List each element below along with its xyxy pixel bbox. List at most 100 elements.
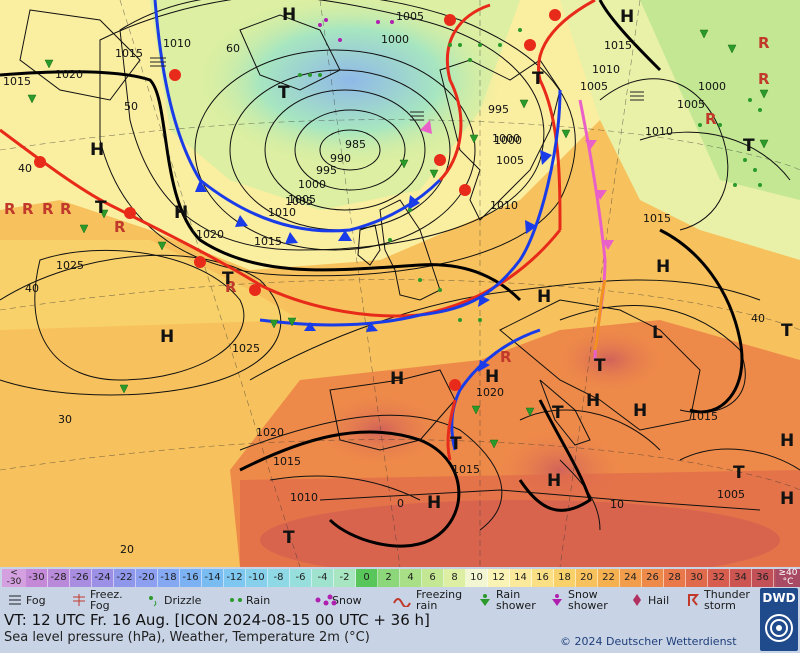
svg-text:R: R bbox=[114, 218, 126, 236]
temperature-scale-cell: -22 bbox=[114, 569, 136, 587]
isotherm-label: 40 bbox=[18, 162, 32, 175]
legend-label: Freez. Fog bbox=[90, 588, 123, 612]
isobar-label: 985 bbox=[345, 138, 366, 151]
drizzle-icon bbox=[146, 593, 160, 607]
pressure-center: T bbox=[450, 434, 462, 454]
pressure-center: H bbox=[633, 401, 647, 421]
map-description: Sea level pressure (hPa), Weather, Tempe… bbox=[4, 630, 370, 645]
temperature-scale-cell: -14 bbox=[202, 569, 224, 587]
pressure-center: H bbox=[547, 471, 561, 491]
isobar-label: 1020 bbox=[476, 386, 504, 399]
pressure-center: L bbox=[652, 323, 663, 343]
temperature-scale-cell: -18 bbox=[158, 569, 180, 587]
rain-icon bbox=[228, 593, 242, 607]
svg-text:R: R bbox=[4, 200, 16, 218]
temperature-scale-cell: 16 bbox=[532, 569, 554, 587]
temperature-scale-cell: -10 bbox=[246, 569, 268, 587]
isotherm-label: 60 bbox=[226, 42, 240, 55]
isobar-label: 1005 bbox=[717, 488, 745, 501]
isobar-label: 1015 bbox=[452, 463, 480, 476]
isobar-label: 1010 bbox=[290, 491, 318, 504]
pressure-center: H bbox=[427, 493, 441, 513]
isobar-label: 1005 bbox=[677, 98, 705, 111]
pressure-center: T bbox=[95, 198, 107, 218]
isotherm-label: 10 bbox=[610, 498, 624, 511]
pressure-center: H bbox=[485, 367, 499, 387]
isotherm-label: 0 bbox=[397, 497, 404, 510]
legend-item-rain: Rain bbox=[228, 589, 270, 611]
isobar-label: 1000 bbox=[381, 33, 409, 46]
isobar-label: 1025 bbox=[56, 259, 84, 272]
temperature-scale-cell: 10 bbox=[466, 569, 488, 587]
pressure-center: H bbox=[537, 287, 551, 307]
pressure-center: T bbox=[283, 528, 295, 548]
temperature-scale-cell: 2 bbox=[378, 569, 400, 587]
temperature-scale-cell: 36 bbox=[752, 569, 774, 587]
front-symbols bbox=[34, 9, 614, 391]
isobar-label: 1000 bbox=[698, 80, 726, 93]
pressure-center: T bbox=[222, 269, 234, 289]
legend-item-snow-shower: Snow shower bbox=[550, 589, 612, 611]
svg-text:R: R bbox=[758, 34, 770, 52]
temperature-scale-cell: -2 bbox=[334, 569, 356, 587]
temperature-scale-cell: -30 bbox=[26, 569, 48, 587]
dwd-logo: DWD bbox=[760, 588, 798, 651]
isobar-labels: 1015 1020 1015 1010 1005 1000 995 990 98… bbox=[3, 10, 745, 504]
isobar-label: 1010 bbox=[268, 206, 296, 219]
isobar-label: 1020 bbox=[55, 68, 83, 81]
pressure-center: H bbox=[780, 431, 794, 451]
legend-label: Snow shower bbox=[568, 588, 608, 612]
svg-text:R: R bbox=[22, 200, 34, 218]
isobar-label: 1005 bbox=[288, 193, 316, 206]
temperature-scale-cell: 4 bbox=[400, 569, 422, 587]
isobar-label: 1010 bbox=[592, 63, 620, 76]
copyright: © 2024 Deutscher Wetterdienst bbox=[560, 635, 737, 648]
temperature-scale-cell: 28 bbox=[664, 569, 686, 587]
isobar-label: 1015 bbox=[604, 39, 632, 52]
temperature-scale-cell: -4 bbox=[312, 569, 334, 587]
pressure-center: T bbox=[532, 69, 544, 89]
isobar-label: 990 bbox=[330, 152, 351, 165]
isobar-label: 1015 bbox=[273, 455, 301, 468]
isobar-label: 995 bbox=[316, 164, 337, 177]
temperature-scale: -30 -28 -26 -24 -22 -20 -18 -16 -14 -12 -10 -8 -6 -4-… bbox=[26, 569, 796, 587]
legend-label: Rain shower bbox=[496, 588, 536, 612]
legend-label: Drizzle bbox=[164, 593, 202, 607]
temperature-scale-cell: 0 bbox=[356, 569, 378, 587]
pressure-center: H bbox=[656, 257, 670, 277]
temperature-scale-cell: -8 bbox=[268, 569, 290, 587]
isobar-label: 1015 bbox=[254, 235, 282, 248]
temperature-scale-cell: 22 bbox=[598, 569, 620, 587]
legend-item-rain-shower: Rain shower bbox=[478, 589, 540, 611]
temperature-scale-cell: 6 bbox=[422, 569, 444, 587]
isobar-label: 1025 bbox=[232, 342, 260, 355]
legend-label: Thunder storm bbox=[704, 588, 750, 612]
main-isobars bbox=[0, 0, 744, 548]
legend-label: Rain bbox=[246, 593, 271, 607]
isobar-label: 1000 bbox=[494, 134, 522, 147]
isobar-label: 1010 bbox=[490, 199, 518, 212]
temperature-scale-cell: -24 bbox=[92, 569, 114, 587]
svg-text:R: R bbox=[42, 200, 54, 218]
isotherm-label: 40 bbox=[751, 312, 765, 325]
pressure-center: H bbox=[390, 369, 404, 389]
temperature-scale-cell: 30 bbox=[686, 569, 708, 587]
legend-item-hail: Hail bbox=[630, 589, 669, 611]
isobar-label: 995 bbox=[488, 103, 509, 116]
freezing-rain-icon bbox=[392, 593, 412, 608]
valid-time: VT: 12 UTC Fr. 16 Aug. [ICON 2024-08-15 … bbox=[4, 611, 430, 629]
pressure-center: H bbox=[586, 391, 600, 411]
isobar-label: 1010 bbox=[163, 37, 191, 50]
pressure-centers: H T H H H T T T H H H H H T T T H T H T … bbox=[90, 5, 794, 548]
svg-text:R: R bbox=[500, 348, 512, 366]
temperature-scale-cell: -28 bbox=[48, 569, 70, 587]
legend-item-snow: Snow bbox=[314, 589, 362, 611]
legend-item-freezing-rain: Freezing rain bbox=[392, 589, 466, 611]
pressure-center: H bbox=[90, 140, 104, 160]
dwd-swirl-icon bbox=[765, 614, 793, 642]
temperature-scale-cell: -12 bbox=[224, 569, 246, 587]
legend-item-fog: Fog bbox=[8, 589, 46, 611]
scale-high-label: ≥40 °C bbox=[776, 569, 800, 587]
